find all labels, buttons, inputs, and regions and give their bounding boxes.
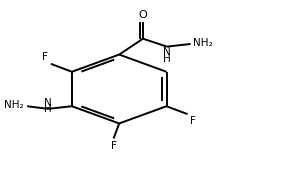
Text: H: H [43,104,51,114]
Text: F: F [42,52,48,62]
Text: NH₂: NH₂ [193,38,213,48]
Text: F: F [190,116,196,126]
Text: F: F [111,141,117,151]
Text: H: H [163,54,171,64]
Text: N: N [163,48,171,57]
Text: NH₂: NH₂ [4,100,24,110]
Text: O: O [139,10,147,20]
Text: N: N [43,98,51,108]
